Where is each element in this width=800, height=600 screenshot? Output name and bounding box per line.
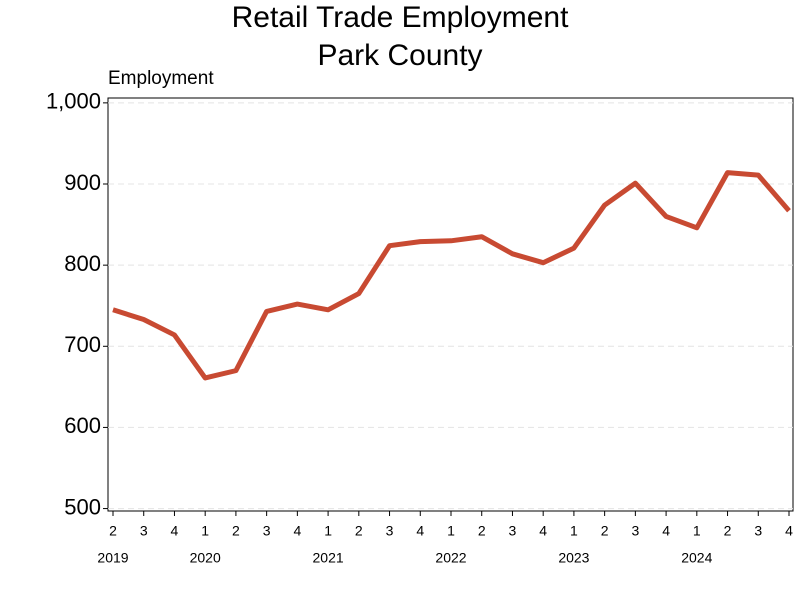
x-tick-label: 3 bbox=[263, 523, 271, 539]
x-tick-label: 4 bbox=[662, 523, 670, 539]
year-label: 2023 bbox=[558, 550, 589, 566]
x-tick-label: 1 bbox=[324, 523, 332, 539]
x-tick-label: 3 bbox=[631, 523, 639, 539]
x-tick-label: 2 bbox=[109, 523, 117, 539]
y-tick-label: 800 bbox=[64, 251, 101, 276]
data-line bbox=[112, 170, 791, 381]
plot-frame bbox=[107, 97, 794, 512]
x-tick-label: 3 bbox=[754, 523, 762, 539]
x-tick-label: 3 bbox=[140, 523, 148, 539]
y-tick-label: 1,000 bbox=[46, 89, 101, 114]
chart-subtitle: Park County bbox=[317, 39, 482, 72]
x-tick-label: 4 bbox=[785, 523, 793, 539]
x-tick-label: 4 bbox=[539, 523, 547, 539]
year-label: 2022 bbox=[435, 550, 466, 566]
x-tick-label: 1 bbox=[693, 523, 701, 539]
x-tick-label: 3 bbox=[386, 523, 394, 539]
x-tick-label: 2 bbox=[724, 523, 732, 539]
y-tick-label: 500 bbox=[64, 494, 101, 519]
year-label: 2020 bbox=[190, 550, 221, 566]
x-tick-label: 4 bbox=[416, 523, 424, 539]
y-axis-label: Employment bbox=[108, 68, 214, 89]
x-tick-label: 4 bbox=[171, 523, 179, 539]
x-tick-label: 1 bbox=[570, 523, 578, 539]
y-tick-label: 700 bbox=[64, 332, 101, 357]
x-tick-label: 3 bbox=[509, 523, 517, 539]
x-tick-label: 2 bbox=[478, 523, 486, 539]
x-tick-label: 2 bbox=[355, 523, 363, 539]
x-tick-label: 2 bbox=[601, 523, 609, 539]
year-label: 2019 bbox=[97, 550, 128, 566]
y-tick-label: 600 bbox=[64, 413, 101, 438]
year-label: 2024 bbox=[681, 550, 712, 566]
year-label: 2021 bbox=[313, 550, 344, 566]
x-tick-label: 1 bbox=[201, 523, 209, 539]
x-tick-label: 1 bbox=[447, 523, 455, 539]
chart-title: Retail Trade Employment bbox=[232, 1, 569, 34]
y-tick-label: 900 bbox=[64, 170, 101, 195]
x-tick-label: 4 bbox=[293, 523, 301, 539]
x-tick-label: 2 bbox=[232, 523, 240, 539]
